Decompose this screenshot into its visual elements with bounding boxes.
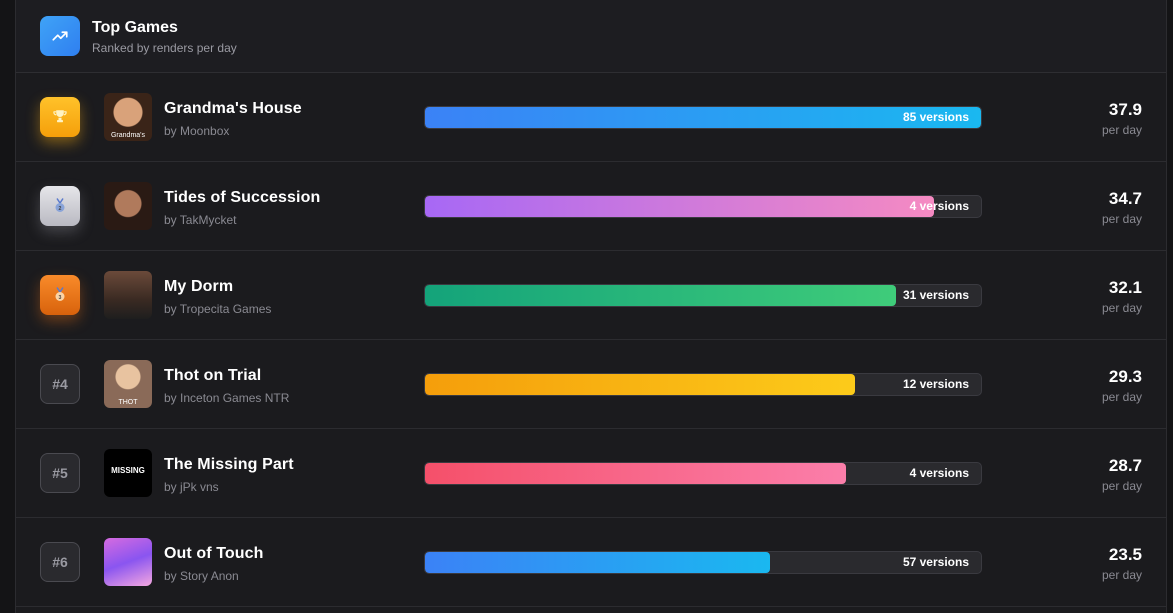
table-row[interactable]: 2 Tides of Succession by TakMycket 4 versio… <box>16 162 1166 251</box>
game-title[interactable]: Out of Touch <box>164 545 264 562</box>
game-thumbnail[interactable]: Grandma's <box>104 93 152 141</box>
renders-value: 23.5 <box>1108 545 1142 564</box>
renders-value: 37.9 <box>1108 100 1142 119</box>
renders-value: 34.7 <box>1108 189 1142 208</box>
renders-per-day: 28.7 per day <box>1102 455 1142 493</box>
versions-count: 4 versions <box>909 466 969 480</box>
game-author: by Tropecita Games <box>164 302 272 316</box>
thumbnail-caption: MISSING <box>111 466 145 475</box>
rank-badge: #6 <box>40 542 80 582</box>
trending-up-icon <box>40 16 80 56</box>
renders-bar: 31 versions <box>424 284 982 307</box>
renders-per-day: 23.5 per day <box>1102 544 1142 582</box>
versions-count: 4 versions <box>909 199 969 213</box>
per-day-label: per day <box>1101 479 1142 493</box>
versions-count: 31 versions <box>902 288 969 302</box>
page-subtitle: Ranked by renders per day <box>92 40 237 55</box>
page-title: Top Games <box>92 18 178 36</box>
versions-count: 12 versions <box>902 377 969 391</box>
table-row[interactable]: 3 My Dorm by Tropecita Games 31 versions 32.… <box>16 251 1166 340</box>
game-title[interactable]: My Dorm <box>164 278 234 295</box>
svg-text:3: 3 <box>59 295 62 301</box>
trophy-icon <box>40 97 80 137</box>
per-day-label: per day <box>1101 301 1142 315</box>
per-day-label: per day <box>1101 123 1142 137</box>
table-row[interactable]: #6 Out of Touch by Story Anon 57 versions 23… <box>16 518 1166 607</box>
table-row[interactable]: #4 THOT Thot on Trial by Inceton Games NTR 1… <box>16 340 1166 429</box>
versions-count: 85 versions <box>902 110 969 124</box>
renders-value: 29.3 <box>1108 367 1142 386</box>
thumbnail-caption: Grandma's <box>110 132 145 139</box>
renders-bar: 57 versions <box>424 551 982 574</box>
game-title[interactable]: The Missing Part <box>164 456 294 473</box>
game-thumbnail[interactable]: MISSING <box>104 449 152 497</box>
panel-header: Top Games Ranked by renders per day <box>16 0 1166 73</box>
per-day-label: per day <box>1101 568 1142 582</box>
table-row[interactable]: Grandma's Grandma's House by Moonbox 85 ver… <box>16 73 1166 162</box>
renders-per-day: 32.1 per day <box>1102 277 1142 315</box>
renders-bar: 12 versions <box>424 373 982 396</box>
thumbnail-caption: THOT <box>118 399 138 406</box>
renders-bar-fill <box>425 374 855 395</box>
game-title[interactable]: Tides of Succession <box>164 189 321 206</box>
renders-per-day: 37.9 per day <box>1102 99 1142 137</box>
renders-per-day: 29.3 per day <box>1102 366 1142 404</box>
game-author: by Inceton Games NTR <box>164 391 290 405</box>
renders-bar-fill <box>425 107 981 128</box>
game-author: by jPk vns <box>164 480 219 494</box>
game-thumbnail[interactable]: THOT <box>104 360 152 408</box>
games-list: Grandma's Grandma's House by Moonbox 85 ver… <box>16 73 1166 607</box>
rank-badge: #4 <box>40 364 80 404</box>
game-thumbnail[interactable] <box>104 182 152 230</box>
renders-bar-fill <box>425 285 896 306</box>
renders-bar-fill <box>425 196 934 217</box>
per-day-label: per day <box>1101 212 1142 226</box>
renders-bar-fill <box>425 552 770 573</box>
game-author: by TakMycket <box>164 213 237 227</box>
top-games-panel: Top Games Ranked by renders per day Gran… <box>15 0 1167 613</box>
game-title[interactable]: Grandma's House <box>164 100 302 117</box>
renders-bar: 85 versions <box>424 106 982 129</box>
game-thumbnail[interactable] <box>104 538 152 586</box>
renders-bar-fill <box>425 463 846 484</box>
per-day-label: per day <box>1101 390 1142 404</box>
table-row[interactable]: #5 MISSING The Missing Part by jPk vns 4 ver… <box>16 429 1166 518</box>
renders-value: 28.7 <box>1108 456 1142 475</box>
silver-medal-icon: 2 <box>40 186 80 226</box>
renders-bar: 4 versions <box>424 462 982 485</box>
rank-badge: #5 <box>40 453 80 493</box>
versions-count: 57 versions <box>902 555 969 569</box>
renders-per-day: 34.7 per day <box>1102 188 1142 226</box>
game-thumbnail[interactable] <box>104 271 152 319</box>
game-author: by Story Anon <box>164 569 239 583</box>
game-author: by Moonbox <box>164 124 230 138</box>
renders-bar: 4 versions <box>424 195 982 218</box>
svg-text:2: 2 <box>59 206 62 212</box>
bronze-medal-icon: 3 <box>40 275 80 315</box>
game-title[interactable]: Thot on Trial <box>164 367 262 384</box>
renders-value: 32.1 <box>1108 278 1142 297</box>
